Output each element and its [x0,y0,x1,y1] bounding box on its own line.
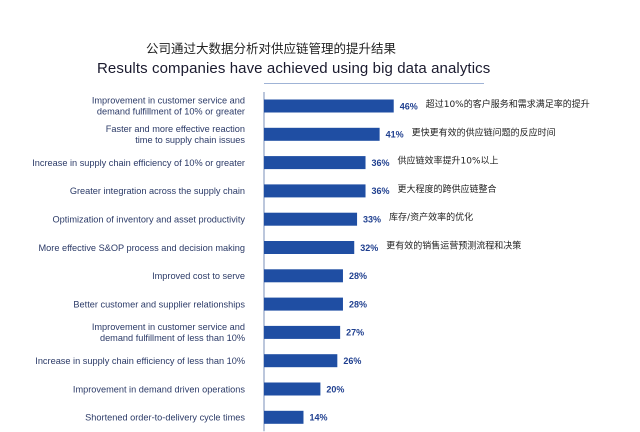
value-label-9: 27% [346,328,364,338]
bar-4 [264,184,366,198]
category-label-9: Improvement in customer service and deman… [92,322,245,343]
category-label-4: Greater integration across the supply ch… [70,186,245,196]
category-label-11: Improvement in demand driven operations [73,384,246,394]
category-label-1: Improvement in customer service and deman… [92,96,245,117]
bar-3 [264,156,366,170]
bar-8 [264,297,343,311]
value-label-1: 46% [400,101,418,111]
bar-1 [264,99,394,113]
category-label-2: Faster and more effective reaction time t… [106,124,246,145]
value-label-4: 36% [372,186,390,196]
value-label-10: 26% [343,356,361,366]
bar-12 [264,410,304,424]
value-label-11: 20% [326,384,344,394]
annotation-cn-6: 更有效的销售运营预测流程和决策 [386,240,521,252]
bar-6 [264,241,355,254]
value-label-7: 28% [349,271,367,281]
chart-title-chinese: 公司通过大数据分析对供应链管理的提升结果 [146,41,397,56]
chart-title-english: Results companies have achieved using bi… [97,60,491,77]
annotation-cn-4: 更大程度的跨供应链整合 [398,183,497,195]
annotation-cn-2: 更快更有效的供应链问题的反应时间 [412,126,556,138]
value-label-8: 28% [349,299,367,309]
category-label-3: Increase in supply chain efficiency of 1… [32,158,245,168]
bar-5 [264,212,358,226]
bar-11 [264,382,321,396]
bar-2 [264,127,380,141]
chart-bars [264,99,394,424]
title-underline [264,83,484,84]
category-label-10: Increase in supply chain efficiency of l… [35,356,245,366]
value-label-2: 41% [386,130,404,140]
category-label-7: Improved cost to serve [152,271,245,281]
category-label-12: Shortened order-to-delivery cycle times [85,413,245,423]
chart-labels: Improvement in customer service and deman… [32,96,590,423]
value-label-6: 32% [360,243,378,253]
annotation-cn-1: 超过10%的客户服务和需求满足率的提升 [426,98,590,110]
value-label-3: 36% [372,158,390,168]
bar-7 [264,269,343,283]
annotation-cn-5: 库存/资产效率的优化 [389,211,473,223]
value-label-12: 14% [309,413,327,423]
bar-10 [264,354,338,368]
annotation-cn-3: 供应链效率提升10%以上 [398,155,499,167]
value-label-5: 33% [363,215,381,225]
category-label-6: More effective S&OP process and decision… [39,243,246,253]
bar-9 [264,325,341,339]
category-label-5: Optimization of inventory and asset prod… [52,215,245,225]
category-label-8: Better customer and supplier relationshi… [73,299,245,309]
